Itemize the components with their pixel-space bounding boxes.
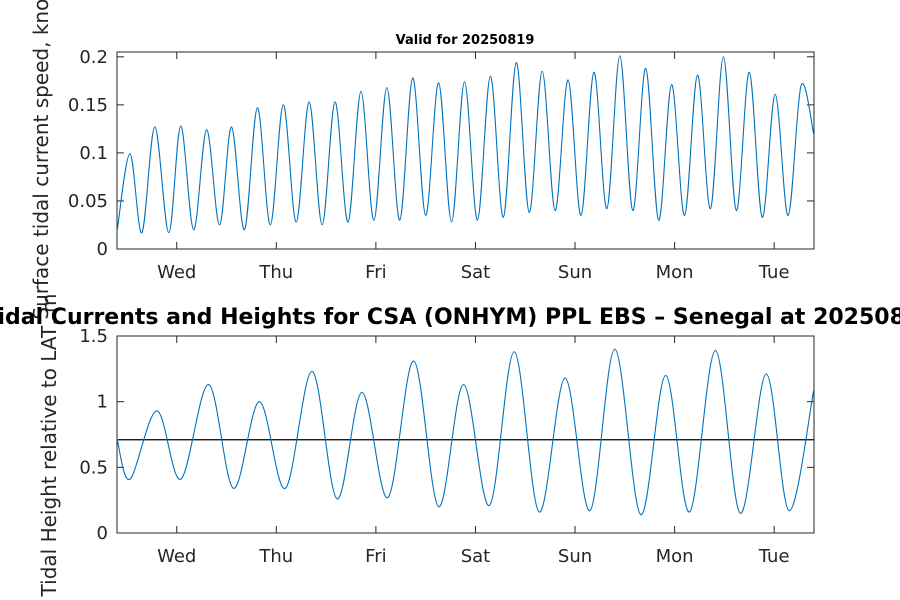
tidal-height-xtick-label: Thu [258, 546, 293, 567]
tidal-height-ytick-label: 1.5 [79, 326, 108, 347]
current-speed-xtick-label: Wed [157, 262, 196, 283]
current-speed-ytick-label: 0.15 [68, 95, 108, 116]
current-speed-y-axis-label: Surface tidal current speed, knots [29, 0, 53, 320]
current-speed-chart-title: Valid for 20250819 [396, 33, 535, 48]
tidal-height-xtick-label: Fri [365, 546, 386, 567]
current-speed-ytick-label: 0 [97, 239, 108, 260]
current-speed-xtick-label: Fri [365, 262, 386, 283]
tidal-height-plot-area [116, 335, 815, 534]
tidal-height-y-axis-label: Tidal Height relative to LAT, m [37, 294, 61, 598]
current-speed-xtick-label: Tue [758, 262, 790, 283]
tidal-height-xtick-label: Wed [157, 546, 196, 567]
tidal-height-xtick-label: Tue [758, 546, 790, 567]
current-speed-series-line [116, 55, 815, 234]
current-speed-xtick-label: Sun [558, 262, 592, 283]
tidal-height-series [116, 348, 815, 516]
tidal-height-axes: 0 0.5 1 1.5 Wed Thu Fri Sat Sun Mon Tue Tidal Heig… [37, 294, 815, 598]
tidal-height-xtick-label: Mon [656, 546, 694, 567]
current-speed-xtick-label: Mon [656, 262, 694, 283]
current-speed-axes: 0 0.05 0.1 0.15 0.2 Wed Thu Fri Sat Sun Mon Tue Val… [29, 0, 815, 320]
tidal-height-series-line [116, 348, 815, 516]
tidal-height-xtick-label: Sat [461, 546, 491, 567]
current-speed-ytick-label: 0.1 [79, 143, 108, 164]
tidal-height-ytick-label: 0 [97, 523, 108, 544]
tidal-height-xtick-label: Sun [558, 546, 592, 567]
current-speed-ytick-label: 0.05 [68, 191, 108, 212]
current-speed-xtick-label: Sat [461, 262, 491, 283]
current-speed-ytick-label: 0.2 [79, 47, 108, 68]
tidal-height-ytick-label: 0.5 [79, 457, 108, 478]
current-speed-xtick-label: Thu [258, 262, 293, 283]
current-speed-series [116, 55, 815, 234]
current-speed-ticks: 0 0.05 0.1 0.15 0.2 Wed Thu Fri Sat Sun Mon Tue [68, 47, 814, 283]
tidal-height-ticks: 0 0.5 1 1.5 Wed Thu Fri Sat Sun Mon Tue [79, 326, 814, 567]
current-speed-plot-area [116, 51, 815, 250]
figure-title: Tidal Currents and Heights for CSA (ONHY… [0, 305, 900, 330]
tidal-height-ytick-label: 1 [97, 392, 108, 413]
